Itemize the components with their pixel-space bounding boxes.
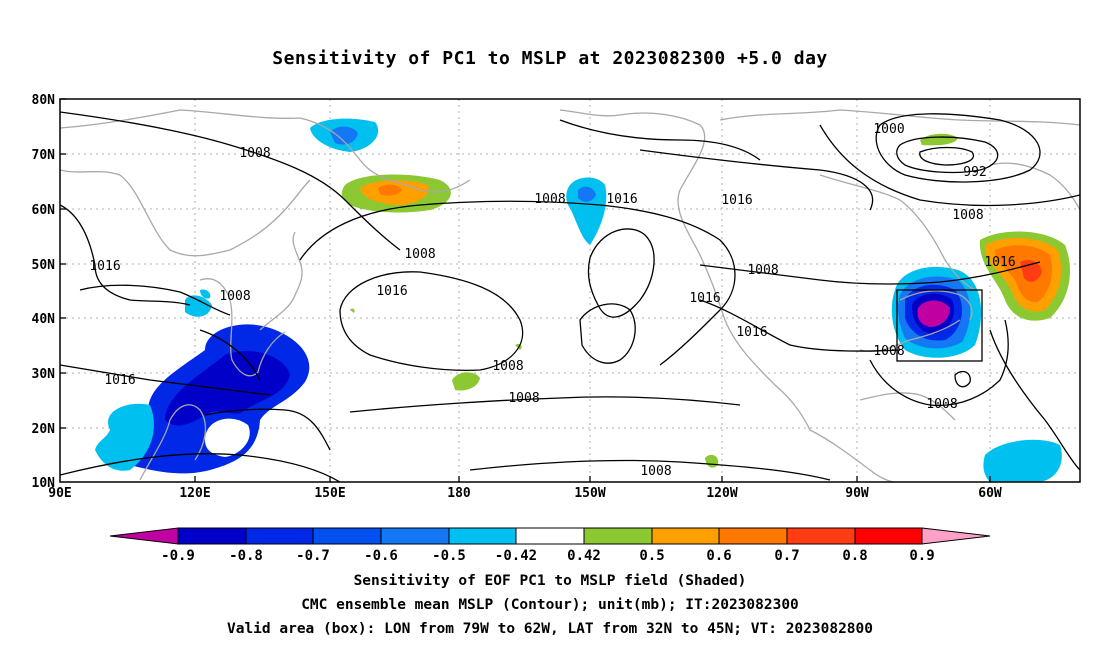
colorbar-right-triangle xyxy=(921,527,991,545)
caption-line-1: Sensitivity of EOF PC1 to MSLP field (Sh… xyxy=(353,573,747,589)
colorbar-label: 0.8 xyxy=(842,548,867,564)
colorbar-label: 0.9 xyxy=(909,548,934,564)
lat-label: 30N xyxy=(32,367,56,382)
shaded-negative-north-pacific xyxy=(310,118,379,152)
contour-label: 1008 xyxy=(926,397,957,412)
colorbar-segment xyxy=(854,527,923,545)
colorbar-left-triangle xyxy=(109,527,179,545)
lon-label: 150W xyxy=(574,486,605,501)
contour-labels: 1008 1008 1008 1016 1016 1008 1016 1016 … xyxy=(89,122,1015,479)
map-title: Sensitivity of PC1 to MSLP at 2023082300… xyxy=(272,48,828,69)
colorbar-label: -0.6 xyxy=(364,548,398,564)
coastlines xyxy=(60,109,1080,482)
colorbar-segment xyxy=(245,527,314,545)
plot-frame xyxy=(59,98,1081,483)
mslp-contours xyxy=(60,111,1080,482)
colorbar-label: 0.6 xyxy=(706,548,731,564)
contour-label: 1008 xyxy=(640,464,671,479)
shaded-positive-north-atlantic xyxy=(979,231,1070,321)
contour-label: 1008 xyxy=(239,146,270,161)
lon-label: 90W xyxy=(845,486,869,501)
contour-label: 1016 xyxy=(104,373,135,388)
contour-label: 1008 xyxy=(952,208,983,223)
lon-label: 60W xyxy=(978,486,1002,501)
contour-label: 1016 xyxy=(606,192,637,207)
colorbar-segment xyxy=(718,527,788,545)
contour-label: 1008 xyxy=(747,263,778,278)
lat-label: 80N xyxy=(32,93,56,108)
caption-line-2: CMC ensemble mean MSLP (Contour); unit(m… xyxy=(301,597,799,613)
valid-area-box xyxy=(896,289,983,362)
colorbar-segment xyxy=(583,527,653,545)
colorbar-segment xyxy=(651,527,720,545)
colorbar-segment xyxy=(177,527,247,545)
contour-label: 1008 xyxy=(508,391,539,406)
colorbar: -0.9 -0.8 -0.7 -0.6 -0.5 -0.42 0.42 0.5 … xyxy=(109,527,991,564)
colorbar-segment xyxy=(312,527,382,545)
caption-line-3: Valid area (box): LON from 79W to 62W, L… xyxy=(226,621,873,637)
lat-label: 10N xyxy=(32,476,56,491)
lon-label: 120E xyxy=(179,486,210,501)
contour-label: 1000 xyxy=(873,122,904,137)
lon-label: 180 xyxy=(447,486,471,501)
contour-label: 1016 xyxy=(376,284,407,299)
shaded-positive-bering xyxy=(341,174,451,213)
lat-label: 60N xyxy=(32,203,56,218)
colorbar-label: -0.5 xyxy=(432,548,466,564)
contour-label: 1008 xyxy=(404,247,435,262)
shaded-negative-gulf-alaska xyxy=(566,177,607,245)
contour-label: 1016 xyxy=(721,193,752,208)
colorbar-segment xyxy=(515,527,585,545)
latitude-labels: 80N 70N 60N 50N 40N 30N 20N 10N xyxy=(32,93,56,491)
lat-label: 20N xyxy=(32,422,56,437)
colorbar-label: -0.8 xyxy=(229,548,263,564)
colorbar-segment xyxy=(380,527,450,545)
lon-label: 120W xyxy=(706,486,737,501)
contour-label: 1016 xyxy=(984,255,1015,270)
colorbar-segment xyxy=(448,527,517,545)
contour-label: 1008 xyxy=(873,344,904,359)
contour-label: 1016 xyxy=(736,325,767,340)
lon-label: 90E xyxy=(48,486,71,501)
axis-ticks xyxy=(60,98,991,482)
lat-label: 50N xyxy=(32,258,56,273)
lon-label: 150E xyxy=(314,486,345,501)
lat-label: 40N xyxy=(32,312,56,327)
colorbar-label: -0.7 xyxy=(296,548,330,564)
colorbar-label: 0.42 xyxy=(567,548,601,564)
contour-label: 1008 xyxy=(492,359,523,374)
lat-label: 70N xyxy=(32,148,56,163)
colorbar-label: 0.7 xyxy=(774,548,799,564)
contour-label: 992 xyxy=(963,165,986,180)
contour-label: 1008 xyxy=(534,192,565,207)
colorbar-label: 0.5 xyxy=(639,548,664,564)
longitude-labels: 90E 120E 150E 180 150W 120W 90W 60W xyxy=(48,486,1002,501)
colorbar-label: -0.9 xyxy=(161,548,195,564)
colorbar-segment xyxy=(786,527,856,545)
contour-label: 1008 xyxy=(219,289,250,304)
contour-label: 1016 xyxy=(689,291,720,306)
colorbar-label: -0.42 xyxy=(495,548,537,564)
contour-label: 1016 xyxy=(89,259,120,274)
